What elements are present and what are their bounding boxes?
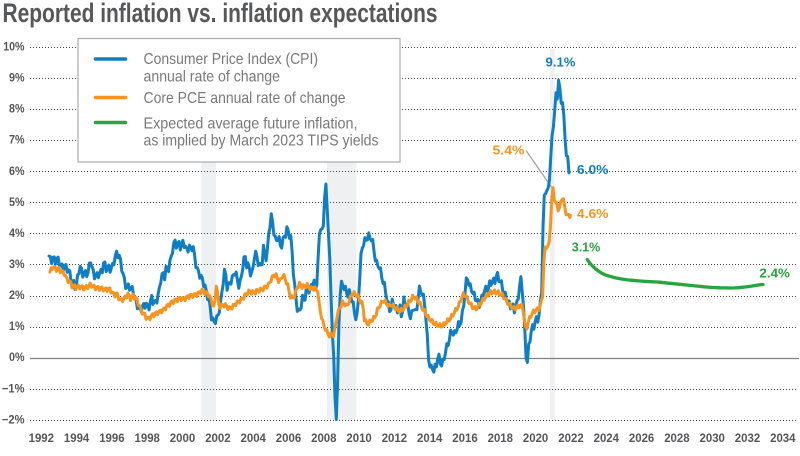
svg-text:2016: 2016 bbox=[452, 431, 478, 445]
svg-text:2000: 2000 bbox=[170, 431, 196, 445]
svg-text:Expected average future inflat: Expected average future inflation, bbox=[144, 115, 358, 132]
svg-text:10%: 10% bbox=[3, 40, 25, 54]
svg-text:7%: 7% bbox=[9, 133, 25, 147]
svg-text:2030: 2030 bbox=[700, 431, 726, 445]
svg-text:2014: 2014 bbox=[417, 431, 443, 445]
svg-text:5%: 5% bbox=[9, 195, 25, 209]
svg-text:1992: 1992 bbox=[29, 431, 55, 445]
svg-text:6.0%: 6.0% bbox=[577, 162, 609, 177]
svg-text:1%: 1% bbox=[9, 319, 25, 333]
svg-text:1998: 1998 bbox=[135, 431, 161, 445]
svg-text:2032: 2032 bbox=[735, 431, 761, 445]
svg-text:annual rate of change: annual rate of change bbox=[144, 69, 281, 86]
svg-text:2008: 2008 bbox=[311, 431, 337, 445]
svg-text:0%: 0% bbox=[9, 350, 25, 364]
svg-text:Reported inflation vs. inflati: Reported inflation vs. inflation expecta… bbox=[3, 0, 438, 28]
svg-text:8%: 8% bbox=[9, 102, 25, 116]
svg-text:−2%: −2% bbox=[2, 412, 25, 426]
svg-text:4.6%: 4.6% bbox=[577, 206, 609, 221]
svg-text:2%: 2% bbox=[9, 288, 25, 302]
svg-text:2.4%: 2.4% bbox=[759, 265, 790, 280]
svg-text:as implied by March 2023 TIPS: as implied by March 2023 TIPS yields bbox=[144, 133, 379, 150]
svg-text:2002: 2002 bbox=[205, 431, 231, 445]
svg-text:2018: 2018 bbox=[488, 431, 514, 445]
svg-text:−1%: −1% bbox=[2, 381, 25, 395]
svg-text:1994: 1994 bbox=[64, 431, 90, 445]
svg-text:2010: 2010 bbox=[346, 431, 372, 445]
svg-text:2028: 2028 bbox=[664, 431, 690, 445]
svg-text:2022: 2022 bbox=[558, 431, 584, 445]
svg-text:2026: 2026 bbox=[629, 431, 655, 445]
svg-text:2004: 2004 bbox=[241, 431, 267, 445]
svg-text:2012: 2012 bbox=[382, 431, 408, 445]
svg-text:3%: 3% bbox=[9, 257, 25, 271]
svg-text:9.1%: 9.1% bbox=[546, 55, 576, 70]
svg-text:4%: 4% bbox=[9, 226, 25, 240]
svg-text:9%: 9% bbox=[9, 71, 25, 85]
svg-text:2034: 2034 bbox=[770, 431, 796, 445]
svg-text:2024: 2024 bbox=[594, 431, 620, 445]
svg-text:Consumer Price Index (CPI): Consumer Price Index (CPI) bbox=[144, 51, 319, 68]
svg-text:2020: 2020 bbox=[523, 431, 549, 445]
svg-text:Core PCE annual rate of change: Core PCE annual rate of change bbox=[144, 90, 346, 107]
svg-text:1996: 1996 bbox=[99, 431, 125, 445]
svg-text:6%: 6% bbox=[9, 164, 25, 178]
svg-text:2006: 2006 bbox=[276, 431, 302, 445]
svg-text:5.4%: 5.4% bbox=[493, 143, 525, 158]
svg-text:3.1%: 3.1% bbox=[572, 240, 601, 255]
